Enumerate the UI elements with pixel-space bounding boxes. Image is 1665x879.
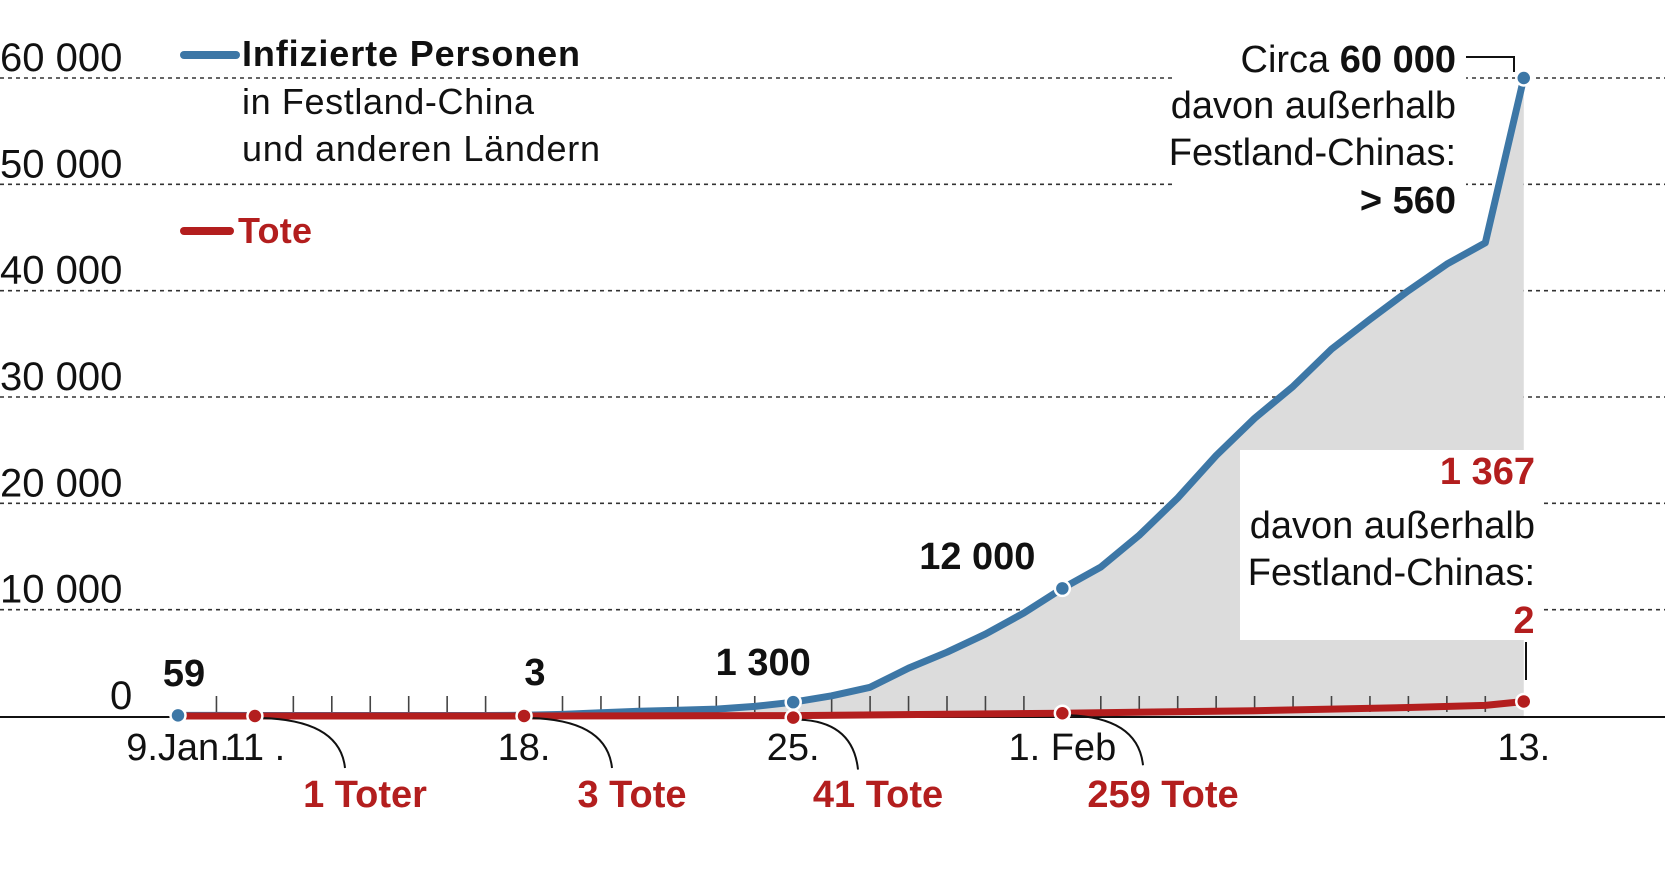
death-point-label: 1 Toter bbox=[303, 774, 427, 816]
x-tick-label: 13. bbox=[1497, 727, 1550, 769]
x-axis-minor-ticks bbox=[215, 696, 1487, 712]
x-axis-tick-labels: 9.Jan.11 . 18. 25. 1. Feb 13. bbox=[126, 727, 1550, 769]
label-leader-lines bbox=[260, 714, 1144, 770]
data-point bbox=[1053, 579, 1072, 598]
legend-deaths-label: Tote bbox=[238, 210, 312, 251]
y-tick-label: 50 000 bbox=[0, 142, 122, 186]
legend-infected-label: Infizierte Personen bbox=[242, 33, 580, 74]
data-point bbox=[784, 708, 802, 727]
infected-end-leader bbox=[1466, 56, 1515, 72]
deaths-end-line2: davon außerhalb bbox=[1250, 505, 1535, 547]
deaths-end-value: 1 367 bbox=[1440, 451, 1535, 493]
deaths-outside-value: 2 bbox=[1513, 600, 1534, 642]
infected-point-label: 12 000 bbox=[919, 536, 1035, 578]
infected-end-line3: Festland-Chinas: bbox=[1169, 132, 1456, 174]
x-tick-label: 1. Feb bbox=[1008, 727, 1116, 769]
y-axis-ticks: 60 000 50 000 40 000 30 000 20 000 10 000 0 bbox=[0, 36, 132, 718]
infected-end-annotation: Circa 60 000 davon außerhalb Festland-Ch… bbox=[1169, 30, 1515, 222]
deaths-end-line3: Festland-Chinas: bbox=[1248, 552, 1535, 594]
infected-end-line4: > 560 bbox=[1360, 180, 1456, 222]
infected-point-label: 1 300 bbox=[716, 642, 811, 684]
infected-point-label: 59 bbox=[163, 653, 205, 695]
legend: Infizierte Personen in Festland-China un… bbox=[180, 33, 600, 251]
infected-area bbox=[178, 78, 1524, 716]
death-point-label: 3 Tote bbox=[577, 774, 686, 816]
leader-line bbox=[799, 718, 859, 770]
x-tick-label: 11 . bbox=[225, 727, 286, 769]
data-point bbox=[1053, 704, 1072, 722]
x-tick-label: 25. bbox=[767, 727, 820, 769]
death-point-label: 259 Tote bbox=[1087, 774, 1238, 816]
y-tick-label: 30 000 bbox=[0, 355, 122, 399]
deaths-end-annotation: 1 367 davon außerhalb Festland-Chinas: 2 bbox=[1240, 450, 1540, 680]
point-labels: 59 1 300 12 000 1 Toter 3 Tote 41 Tote 259 Tot… bbox=[163, 536, 1239, 816]
data-point bbox=[1515, 692, 1533, 711]
annotation-backdrop bbox=[1176, 30, 1466, 220]
x-tick-label: 9.Jan. bbox=[126, 727, 230, 769]
infected-end-line2: davon außerhalb bbox=[1171, 85, 1456, 127]
leader-line bbox=[1068, 714, 1144, 766]
infected-end-line1: Circa 60 000 bbox=[1241, 39, 1456, 81]
annotation-backdrop bbox=[1240, 450, 1540, 640]
data-point bbox=[515, 707, 533, 725]
data-point bbox=[784, 693, 802, 711]
data-point bbox=[246, 707, 264, 725]
leader-line bbox=[530, 716, 613, 769]
legend-infected-sub2: und anderen Ländern bbox=[242, 128, 600, 169]
x-tick-label: 18. bbox=[498, 727, 551, 769]
label-18-value: 3 bbox=[524, 652, 545, 694]
death-point-label: 41 Tote bbox=[813, 774, 943, 816]
data-point bbox=[1515, 69, 1533, 87]
data-point bbox=[169, 706, 187, 725]
y-tick-label: 60 000 bbox=[0, 36, 122, 80]
y-tick-label: 40 000 bbox=[0, 249, 122, 293]
y-tick-label: 0 bbox=[110, 674, 132, 718]
y-tick-label: 20 000 bbox=[0, 461, 122, 505]
legend-infected-sub1: in Festland-China bbox=[242, 81, 535, 122]
y-tick-label: 10 000 bbox=[0, 568, 122, 612]
point-markers bbox=[169, 69, 1533, 727]
leader-line bbox=[260, 716, 346, 769]
